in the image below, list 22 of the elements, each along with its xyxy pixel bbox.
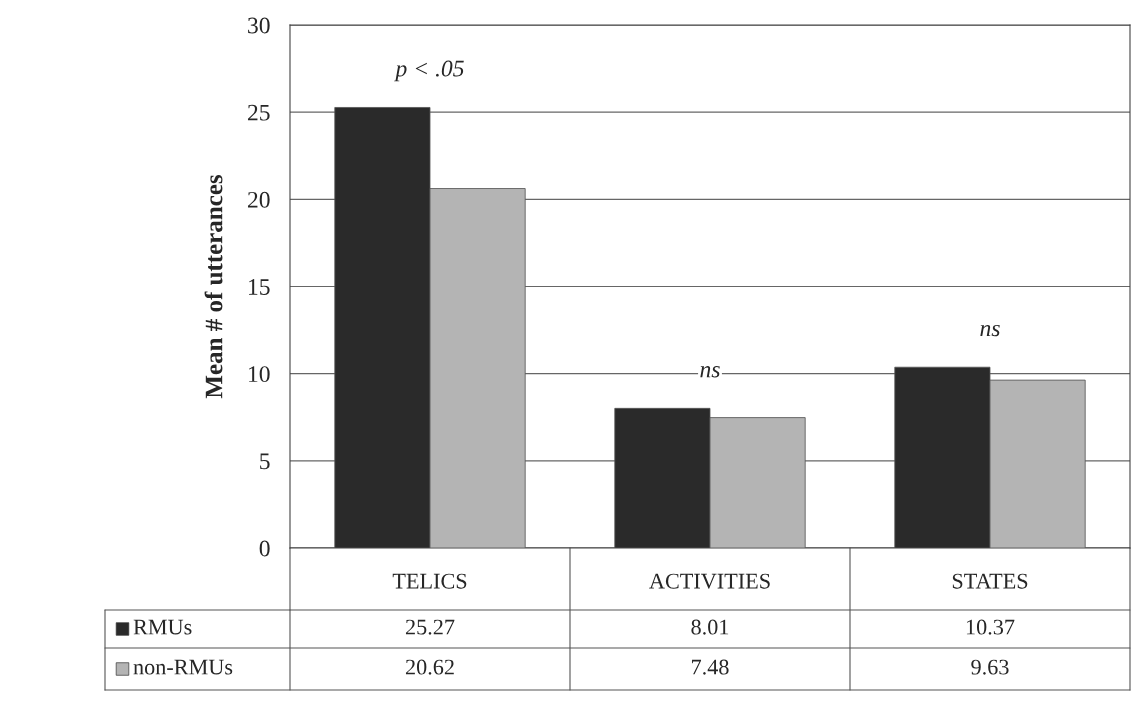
y-tick-label: 0 <box>259 540 270 557</box>
data-label: 20.62 <box>405 659 454 675</box>
y-tick-label: 10 <box>249 366 270 383</box>
annotation: p < .05 <box>394 60 464 82</box>
x-tick-label: STATES <box>952 573 1028 589</box>
legend-label: non-RMUs <box>133 659 233 675</box>
annotation: ns <box>980 324 1000 337</box>
annotation: ns <box>700 366 720 378</box>
x-tick-label: TELICS <box>392 573 467 589</box>
y-tick-label: 25 <box>247 104 270 121</box>
y-tick-label: 20 <box>247 191 270 208</box>
data-label: 10.37 <box>966 619 1015 635</box>
data-label: 25.27 <box>405 619 455 635</box>
x-tick-label: ACTIVITIES <box>649 573 770 589</box>
legend-label: RMUs <box>133 619 192 635</box>
data-label: 8.01 <box>691 619 729 635</box>
y-axis-title: Mean # of utterances <box>204 174 223 399</box>
data-label: 9.63 <box>971 659 1009 675</box>
y-tick-label: 5 <box>260 453 270 470</box>
y-tick-label: 15 <box>249 279 270 295</box>
data-label: 7.48 <box>692 659 729 675</box>
y-tick-label: 30 <box>248 17 270 34</box>
